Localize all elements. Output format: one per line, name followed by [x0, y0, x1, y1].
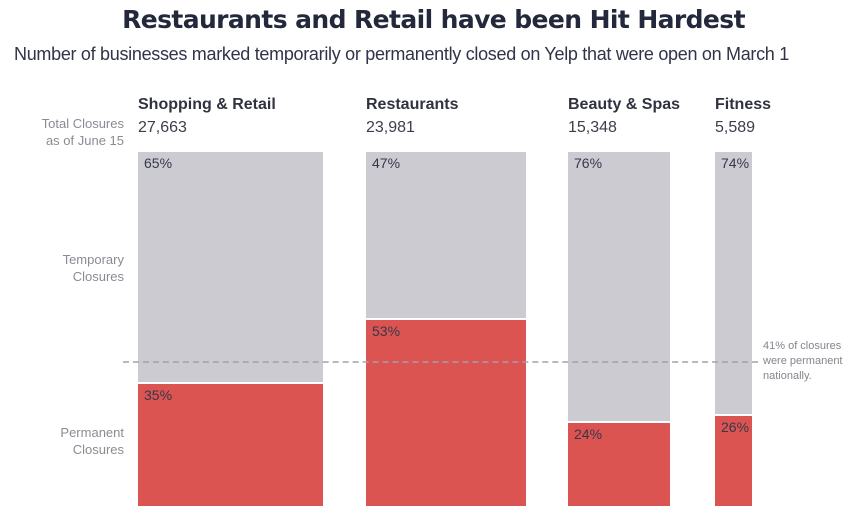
temporary-label-line2: Closures — [72, 269, 124, 284]
permanent-closures-bar: 24% — [568, 423, 670, 506]
total-closures-label-line1: Total Closures — [41, 116, 124, 131]
column-beauty-spas: Beauty & Spas 15,348 76% 24% — [568, 96, 680, 506]
permanent-closures-bar: 26% — [715, 416, 752, 506]
national-average-annotation: 41% of closures were permanent nationall… — [763, 340, 843, 382]
total-closures-label-line2: as of June 15 — [45, 133, 124, 148]
temporary-pct-label: 47% — [372, 155, 401, 171]
column-restaurants: Restaurants 23,981 47% 53% — [366, 96, 526, 506]
permanent-label-line2: Closures — [72, 442, 124, 457]
category-total: 5,589 — [715, 119, 756, 136]
category-total: 27,663 — [138, 119, 187, 136]
national-average-dashed-line — [123, 361, 758, 363]
column-fitness: Fitness 5,589 74% 26% — [715, 96, 771, 506]
temporary-pct-label: 65% — [144, 155, 173, 171]
category-label: Restaurants — [366, 96, 459, 113]
temporary-pct-label: 74% — [721, 155, 750, 171]
permanent-pct-label: 24% — [574, 426, 603, 442]
chart-title: Restaurants and Retail have been Hit Har… — [122, 5, 745, 34]
temporary-closures-bar: 65% — [138, 152, 323, 382]
temporary-closures-bar: 76% — [568, 152, 670, 421]
category-label: Fitness — [715, 96, 772, 113]
chart-subtitle: Number of businesses marked temporarily … — [14, 44, 789, 64]
category-label: Shopping & Retail — [138, 96, 276, 113]
permanent-pct-label: 35% — [144, 387, 173, 403]
permanent-closures-bar: 35% — [138, 384, 323, 506]
permanent-pct-label: 53% — [372, 323, 401, 339]
temporary-closures-bar: 47% — [366, 152, 526, 318]
temporary-closures-bar: 74% — [715, 152, 752, 414]
total-closures-axis-label: Total Closures as of June 15 — [0, 115, 124, 149]
temporary-closures-axis-label: Temporary Closures — [0, 251, 124, 285]
permanent-label-line1: Permanent — [60, 425, 124, 440]
temporary-pct-label: 76% — [574, 155, 603, 171]
column-shopping-retail: Shopping & Retail 27,663 65% 35% — [138, 96, 323, 506]
permanent-closures-bar: 53% — [366, 320, 526, 506]
permanent-closures-axis-label: Permanent Closures — [0, 424, 124, 458]
temporary-label-line1: Temporary — [62, 252, 124, 267]
category-label: Beauty & Spas — [568, 96, 681, 113]
permanent-pct-label: 26% — [721, 419, 750, 435]
category-total: 15,348 — [568, 119, 617, 136]
category-total: 23,981 — [366, 119, 415, 136]
